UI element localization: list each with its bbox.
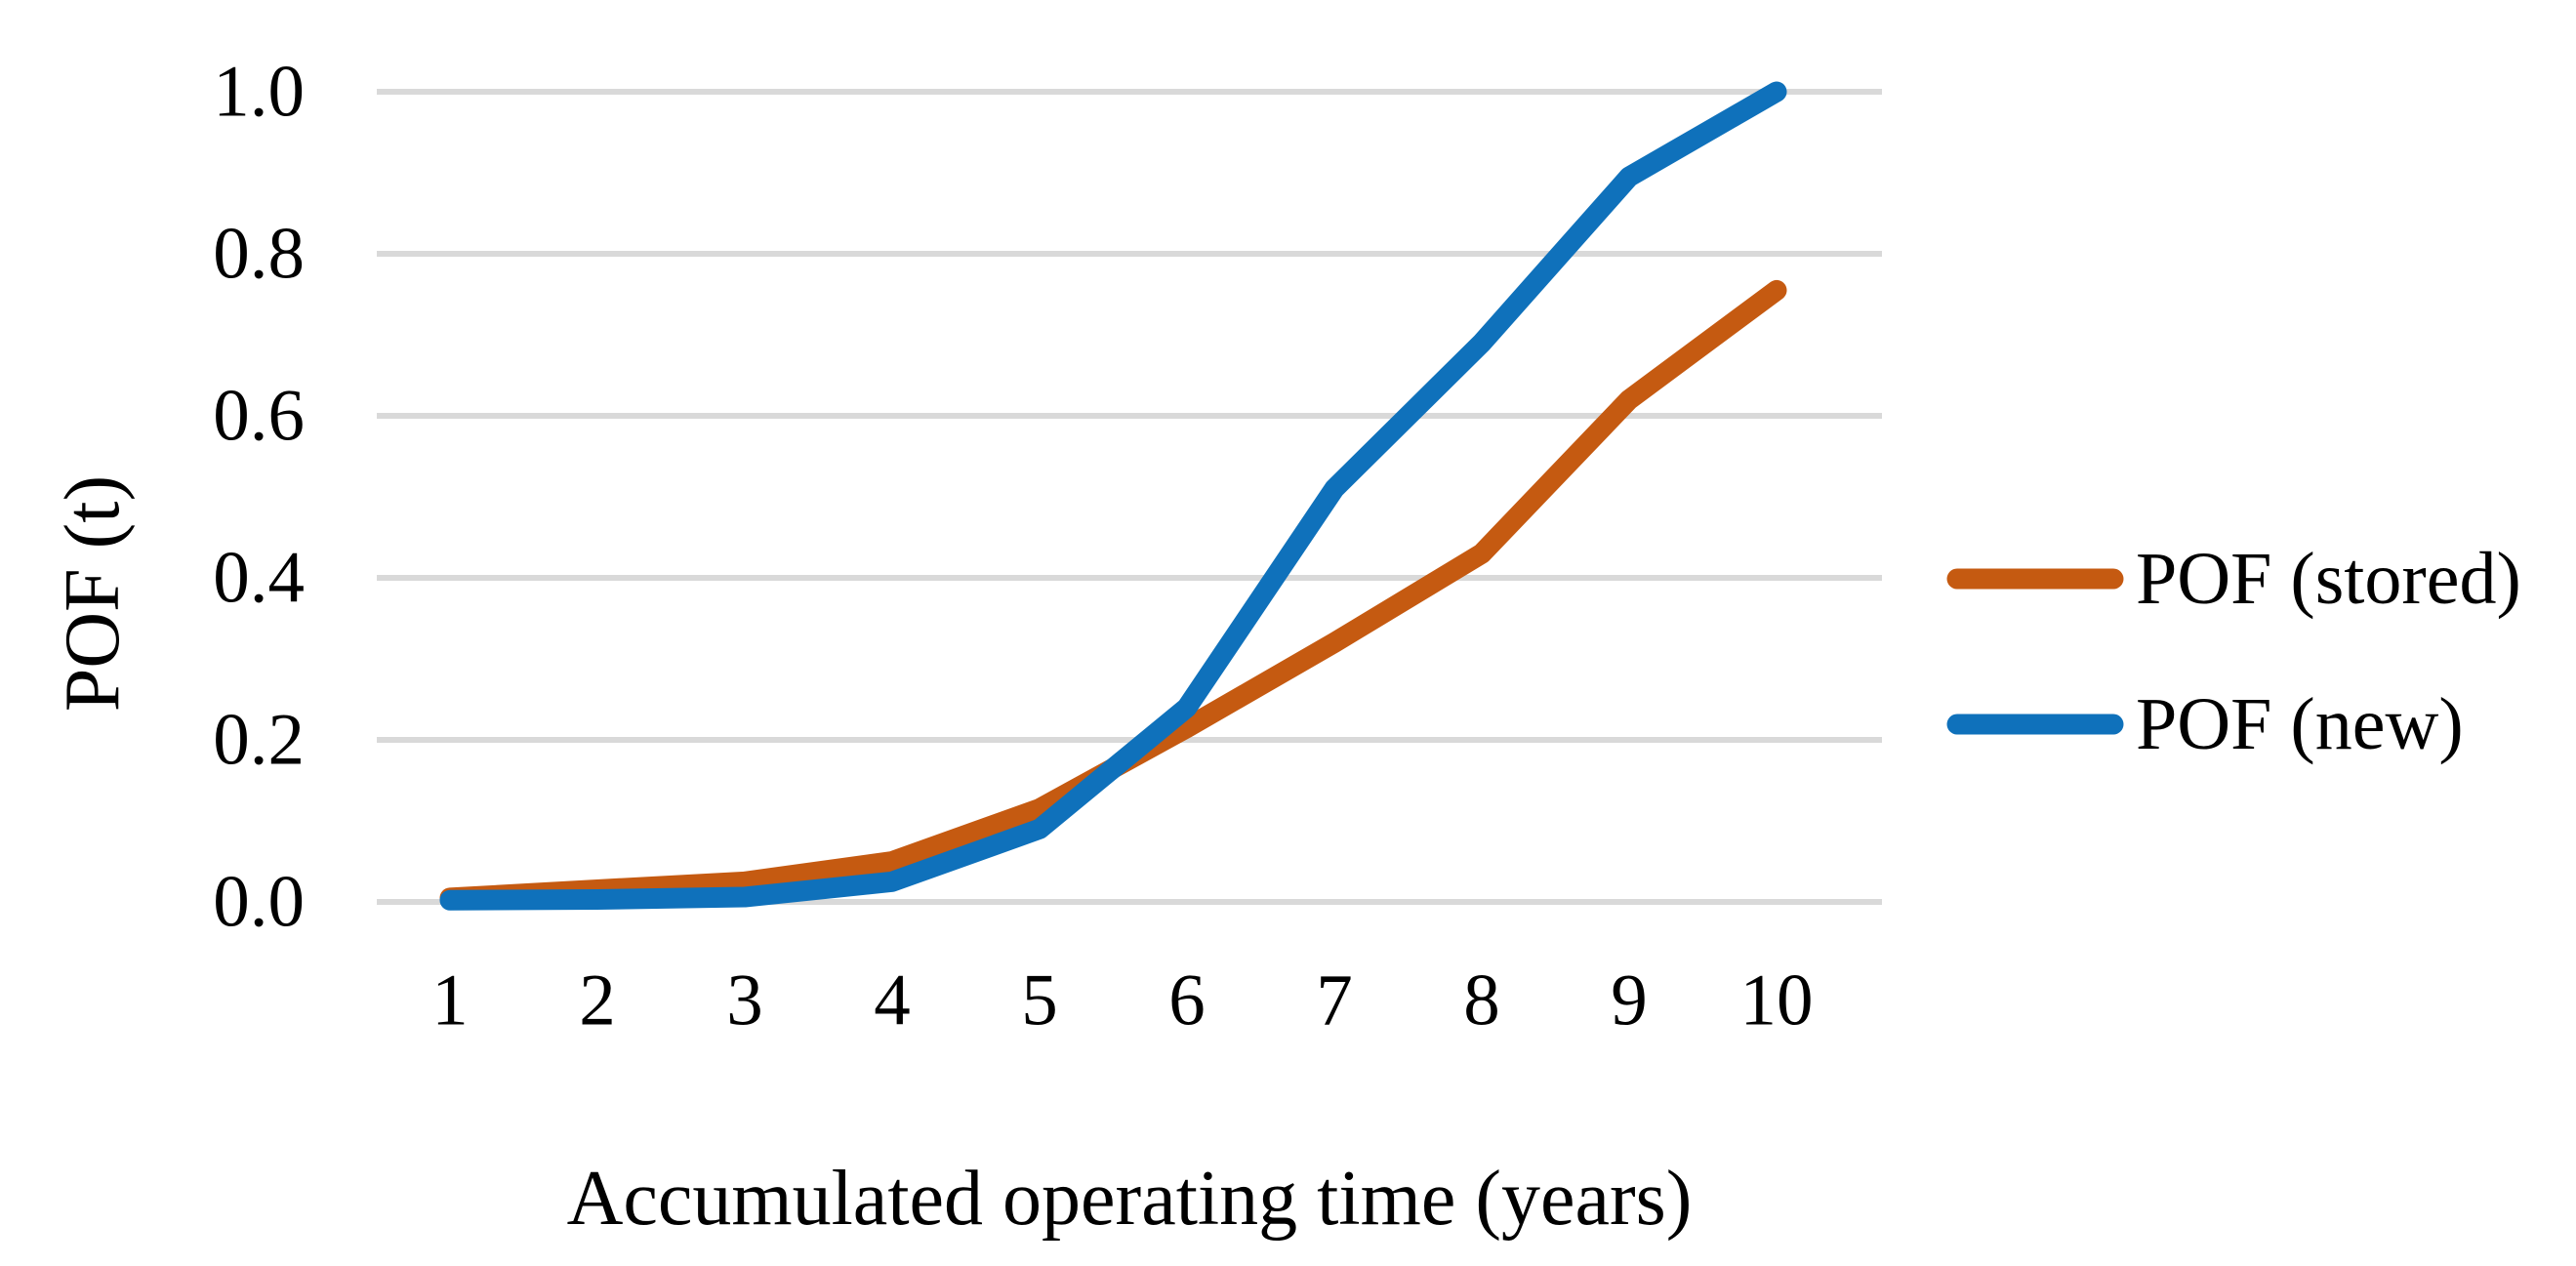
y-tick-label: 0.2 — [213, 700, 305, 781]
x-tick-label: 2 — [579, 960, 616, 1041]
legend-item: POF (stored) — [1946, 538, 2521, 620]
y-tick-label: 0.0 — [213, 862, 305, 943]
y-tick-label: 1.0 — [213, 52, 305, 133]
gridlines — [377, 89, 1882, 905]
y-axis-title: POF (t) — [50, 475, 136, 712]
legend-item: POF (new) — [1946, 683, 2464, 765]
x-tick-label: 7 — [1316, 960, 1353, 1041]
x-tick-label: 3 — [726, 960, 763, 1041]
y-tick-label: 0.6 — [213, 376, 305, 457]
data-series-lines — [439, 81, 1787, 911]
legend: POF (stored) POF (new) — [1946, 538, 2521, 765]
x-axis-title: Accumulated operating time (years) — [567, 1156, 1693, 1242]
legend-label: POF (stored) — [2136, 538, 2521, 620]
x-tick-label: 5 — [1021, 960, 1058, 1041]
x-tick-label: 1 — [431, 960, 469, 1041]
x-tick-label: 9 — [1611, 960, 1648, 1041]
x-tick-label: 6 — [1168, 960, 1206, 1041]
y-tick-label: 0.8 — [213, 214, 305, 295]
y-axis-tick-labels: 0.0 0.2 0.4 0.6 0.8 1.0 — [213, 52, 305, 943]
x-tick-label: 8 — [1463, 960, 1500, 1041]
series-line-pof-new- — [439, 81, 1787, 911]
y-tick-label: 0.4 — [213, 538, 305, 619]
x-axis-tick-labels: 1 2 3 4 5 6 7 8 9 10 — [431, 960, 1813, 1041]
legend-label: POF (new) — [2136, 683, 2464, 765]
series-line-pof-stored- — [439, 279, 1787, 909]
x-tick-label: 4 — [874, 960, 911, 1041]
x-tick-label: 10 — [1740, 960, 1814, 1041]
